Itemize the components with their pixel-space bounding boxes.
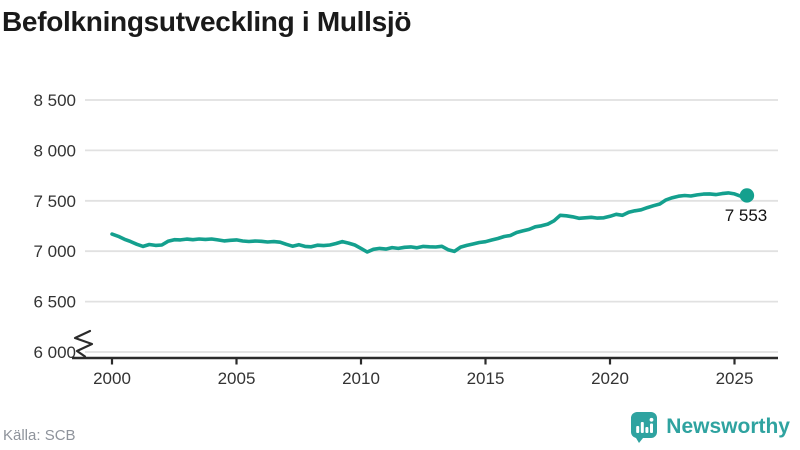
y-tick-label: 7 500 bbox=[33, 192, 76, 211]
last-value-label: 7 553 bbox=[725, 206, 768, 225]
x-tick-label: 2010 bbox=[342, 369, 380, 388]
y-tick-label: 8 000 bbox=[33, 141, 76, 160]
newsworthy-logo[interactable]: Newsworthy bbox=[630, 411, 790, 443]
y-tick-label: 8 500 bbox=[33, 91, 76, 110]
newsworthy-logo-text: Newsworthy bbox=[666, 415, 790, 438]
gridlines bbox=[85, 99, 778, 353]
x-tick-label: 2005 bbox=[218, 369, 256, 388]
newsworthy-logo-icon bbox=[631, 412, 658, 443]
y-tick-label: 6 000 bbox=[33, 343, 76, 362]
y-axis-labels: 8 500 8 000 7 500 7 000 6 500 6 000 bbox=[33, 91, 76, 362]
y-tick-label: 7 000 bbox=[33, 242, 76, 261]
last-point-marker bbox=[739, 188, 755, 203]
x-tick-label: 2025 bbox=[716, 369, 754, 388]
x-tick-label: 2015 bbox=[467, 369, 505, 388]
y-tick-label: 6 500 bbox=[33, 293, 76, 312]
x-tick-label: 2020 bbox=[591, 369, 629, 388]
y-axis-break-icon bbox=[73, 329, 94, 358]
x-tick-label: 2000 bbox=[93, 369, 131, 388]
source-note: Källa: SCB bbox=[3, 427, 76, 444]
population-line-series bbox=[110, 191, 749, 254]
chart-title: Befolkningsutveckling i Mullsjö bbox=[2, 6, 412, 37]
x-axis-ticks bbox=[110, 358, 736, 365]
x-axis-labels: 2000 2005 2010 2015 2020 2025 bbox=[93, 369, 753, 388]
